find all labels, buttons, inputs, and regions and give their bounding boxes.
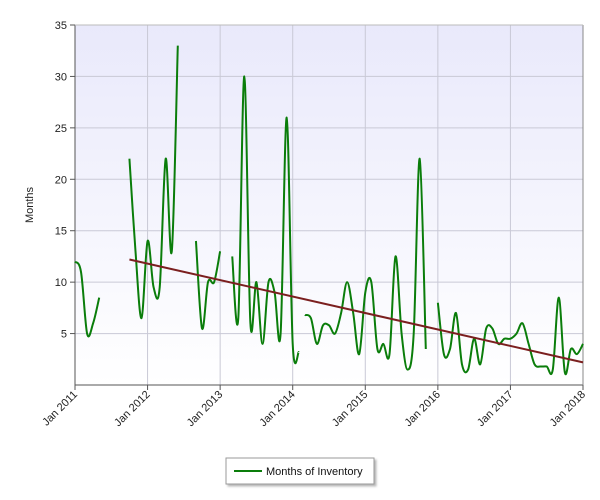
grid <box>74 24 584 385</box>
y-axis-title: Months <box>24 186 36 223</box>
series-line-segment <box>74 260 101 338</box>
x-tick-labels: Jan 2011 Jan 2012 Jan 2013 Jan 2014 Jan 2015… <box>40 385 588 429</box>
plot-area <box>75 25 583 385</box>
x-tick-label: Jan 2017 <box>475 389 515 429</box>
y-tick-label: 10 <box>55 277 67 289</box>
legend-label: Months of Inventory <box>266 466 363 478</box>
series <box>74 45 584 376</box>
y-tick-labels: 5 10 15 20 25 30 35 <box>55 20 75 341</box>
y-tick-label: 15 <box>55 226 67 238</box>
y-tick-label: 20 <box>55 174 67 186</box>
y-tick-label: 30 <box>55 71 67 83</box>
x-tick-label: Jan 2016 <box>402 389 442 429</box>
axes <box>74 24 584 386</box>
y-tick-label: 25 <box>55 123 67 135</box>
x-tick-label: Jan 2013 <box>185 389 225 429</box>
y-tick-label: 35 <box>55 20 67 32</box>
x-tick-label: Jan 2012 <box>112 389 152 429</box>
x-tick-label: Jan 2018 <box>548 389 588 429</box>
series-line-segment <box>231 75 300 365</box>
x-tick-label: Jan 2014 <box>257 389 297 429</box>
series-line-segment <box>304 157 427 371</box>
y-tick-label: 5 <box>61 329 67 341</box>
series-line-segment <box>128 45 179 320</box>
x-tick-label: Jan 2011 <box>40 389 80 429</box>
series-line-segment <box>194 240 222 330</box>
x-tick-label: Jan 2015 <box>330 389 370 429</box>
series-line-segment <box>436 296 584 376</box>
legend: Months of Inventory <box>225 457 375 485</box>
legend-box <box>225 457 375 485</box>
trend-line <box>129 258 584 364</box>
